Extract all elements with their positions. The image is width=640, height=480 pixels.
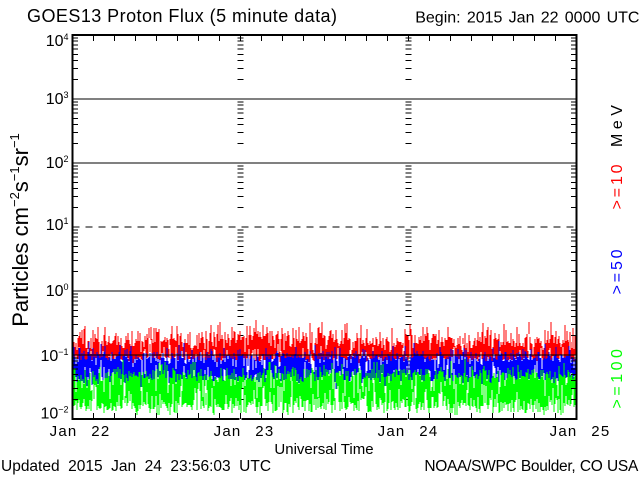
svg-text:NOAA/SWPC Boulder, CO USA: NOAA/SWPC Boulder, CO USA — [424, 458, 639, 475]
svg-text:>=10: >=10 — [609, 162, 626, 210]
svg-text:10−1: 10−1 — [40, 347, 68, 365]
svg-text:Jan 22: Jan 22 — [50, 423, 111, 440]
svg-text:104: 104 — [46, 32, 69, 50]
svg-text:>=100: >=100 — [609, 346, 626, 409]
svg-text:100: 100 — [46, 282, 69, 300]
svg-text:Jan 24: Jan 24 — [378, 423, 439, 440]
svg-text:Particles cm−2s−1sr−1: Particles cm−2s−1sr−1 — [7, 133, 33, 327]
svg-text:Jan 25: Jan 25 — [550, 423, 611, 440]
svg-text:101: 101 — [46, 216, 69, 234]
svg-text:GOES13 Proton Flux (5 minute d: GOES13 Proton Flux (5 minute data) — [27, 6, 337, 26]
svg-text:Updated 2015 Jan 24 23:56:03 U: Updated 2015 Jan 24 23:56:03 UTC — [1, 458, 271, 475]
svg-text:102: 102 — [46, 154, 69, 172]
svg-text:MeV: MeV — [609, 101, 626, 147]
svg-text:Jan 23: Jan 23 — [214, 423, 275, 440]
svg-text:Universal Time: Universal Time — [274, 441, 373, 458]
svg-text:10−2: 10−2 — [40, 405, 68, 423]
svg-text:Begin: 2015 Jan 22 0000 UTC: Begin: 2015 Jan 22 0000 UTC — [415, 10, 639, 27]
svg-text:103: 103 — [46, 90, 69, 108]
svg-text:>=50: >=50 — [609, 247, 626, 295]
